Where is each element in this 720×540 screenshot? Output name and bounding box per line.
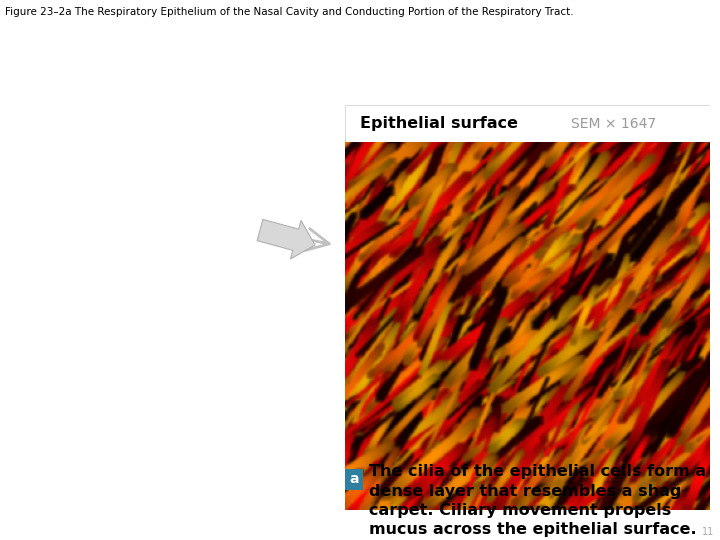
Text: SEM × 1647: SEM × 1647 (571, 117, 657, 131)
Text: The cilia of the epithelial cells form a
dense layer that resembles a shag
carpe: The cilia of the epithelial cells form a… (369, 464, 706, 537)
Text: 11: 11 (702, 527, 714, 537)
FancyArrow shape (257, 219, 315, 259)
Text: Epithelial surface: Epithelial surface (359, 116, 518, 131)
FancyBboxPatch shape (345, 469, 363, 490)
Text: Figure 23–2a The Respiratory Epithelium of the Nasal Cavity and Conducting Porti: Figure 23–2a The Respiratory Epithelium … (5, 7, 574, 17)
Text: a: a (349, 472, 359, 487)
FancyBboxPatch shape (345, 105, 710, 143)
